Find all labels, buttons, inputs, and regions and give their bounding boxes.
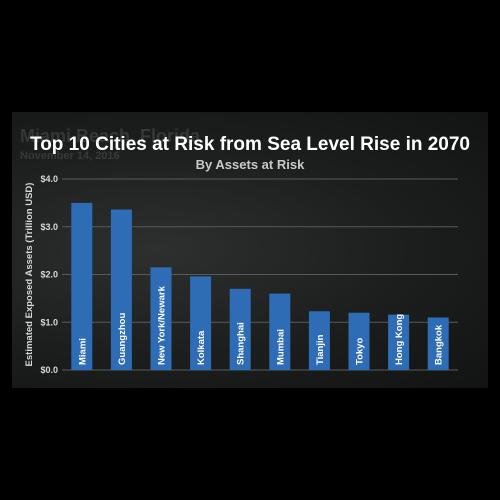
y-tick-label: $2.0 xyxy=(40,270,58,280)
bar xyxy=(308,311,330,370)
chart-title: Top 10 Cities at Risk from Sea Level Ris… xyxy=(30,134,470,155)
background-faded-date: November 14, 2016 xyxy=(20,150,120,162)
bar-chart: $0.0 $1.0 $2.0 $3.0 $4.0 Estimated Exposed As… xyxy=(24,174,458,375)
y-tick-label: $4.0 xyxy=(40,174,58,184)
bar-category-label: Tianjin xyxy=(315,334,326,365)
bar-category-label: New York/Newark xyxy=(157,285,168,365)
bar xyxy=(110,209,132,370)
background-faded-title: Miami Beach, Florida xyxy=(20,126,201,146)
bar-category-label: Mumbai xyxy=(275,329,286,365)
bar-category-label: Shanghai xyxy=(236,322,247,365)
bar xyxy=(229,288,251,370)
y-tick-label: $3.0 xyxy=(40,222,58,232)
chart-subtitle: By Assets at Risk xyxy=(195,157,305,172)
bar-category-label: Bangkok xyxy=(434,324,445,365)
bar xyxy=(269,293,291,370)
bar-category-label: Hong Kong xyxy=(394,314,405,365)
y-tick-label: $1.0 xyxy=(40,317,58,327)
chart-frame: Miami Beach, Florida November 14, 2016 T… xyxy=(12,112,488,388)
bar-category-label: Tokyo xyxy=(355,338,366,365)
y-tick-label: $0.0 xyxy=(40,365,58,375)
bar xyxy=(71,202,93,370)
y-axis-label: Estimated Exposed Assets (Trillion USD) xyxy=(24,183,35,367)
bar xyxy=(427,317,449,370)
bar xyxy=(348,312,370,370)
bar xyxy=(150,267,172,370)
bar xyxy=(388,314,410,370)
bar xyxy=(190,276,212,370)
bar-category-label: Kolkata xyxy=(196,330,207,365)
bar-category-label: Miami xyxy=(77,338,88,365)
bar-category-label: Guangzhou xyxy=(117,313,128,365)
